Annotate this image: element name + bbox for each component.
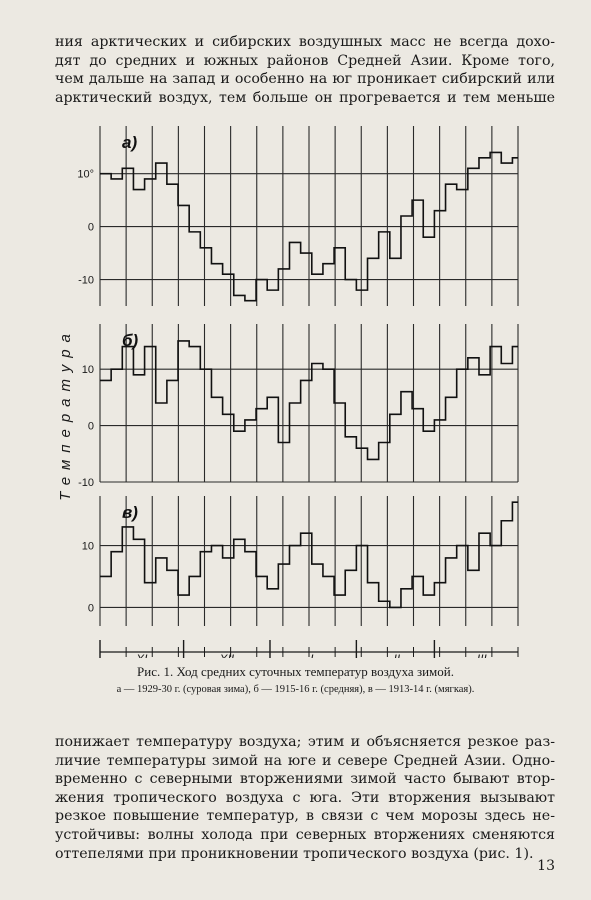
- y-tick-label: -10: [78, 477, 94, 489]
- y-tick-label: 10: [82, 541, 94, 553]
- text-line: оттепелями при проникновении тропическог…: [55, 845, 534, 862]
- text-line: личие температуры зимой на юге и севере …: [55, 752, 555, 769]
- y-tick-label: 10: [82, 364, 94, 376]
- top-paragraph: ния арктических и сибирских воздушных ма…: [55, 33, 555, 107]
- month-label: XII: [218, 652, 234, 658]
- figure-caption-title: Рис. 1. Ход средних суточных температур …: [137, 664, 454, 679]
- text-line: дят до средних и южных районов Средней А…: [55, 52, 555, 69]
- panel-label: а): [122, 133, 137, 152]
- temperature-curve: [100, 151, 518, 302]
- y-axis-label: Температура: [57, 327, 74, 501]
- text-line: ния арктических и сибирских воздушных ма…: [55, 34, 555, 50]
- panel-label: в): [122, 503, 138, 522]
- text-line: понижает температуру воздуха; этим и объ…: [55, 734, 555, 750]
- month-label: I: [310, 652, 314, 658]
- y-tick-label: 10°: [77, 169, 94, 181]
- month-label: XI: [135, 652, 148, 658]
- temperature-curve: [100, 501, 518, 609]
- chart-panel: 10 0 -10: [78, 324, 519, 489]
- chart-panel: 10° 0 -10: [77, 126, 519, 306]
- y-tick-label: 0: [88, 222, 94, 234]
- text-line: арктический воздух, тем больше он прогре…: [55, 89, 555, 106]
- text-line: резкое повышение температур, в связи с ч…: [55, 808, 555, 825]
- panel-label: б): [122, 331, 139, 350]
- y-tick-label: -10: [78, 275, 94, 287]
- bottom-paragraph: понижает температуру воздуха; этим и объ…: [55, 733, 555, 863]
- page-number: 13: [537, 858, 555, 874]
- figure-caption-legend: а — 1929-30 г. (суровая зима), б — 1915-…: [116, 684, 475, 695]
- chart-panel: 10 0: [82, 496, 519, 626]
- text-line: жения тропического воздуха с юга. Эти вт…: [55, 789, 555, 806]
- temperature-curve: [100, 340, 518, 461]
- y-tick-label: 0: [88, 421, 94, 433]
- y-tick-label: 0: [88, 602, 94, 614]
- text-line: временно с северными вторжениями зимой ч…: [55, 771, 555, 788]
- month-label: III: [477, 652, 488, 658]
- month-label: II: [393, 652, 400, 658]
- text-line: чем дальше на запад и особенно на юг про…: [55, 71, 555, 88]
- text-line: устойчивы: волны холода при северных вто…: [55, 826, 555, 843]
